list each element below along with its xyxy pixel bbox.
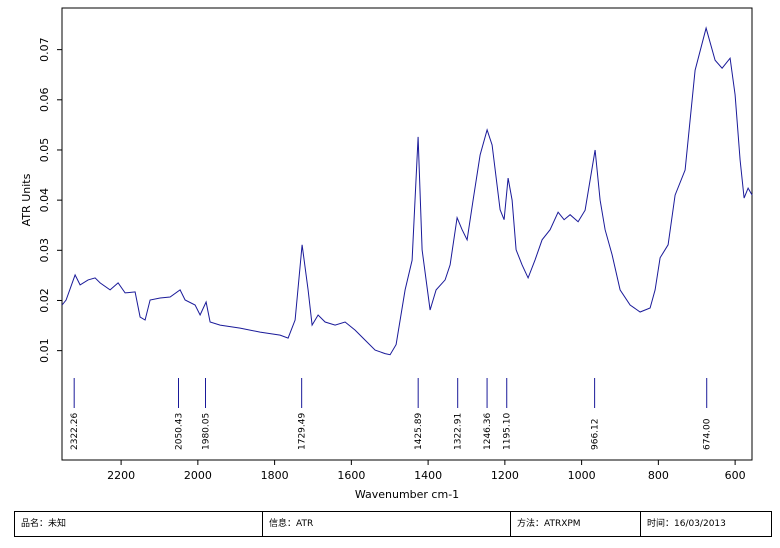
y-tick-label: 0.04 bbox=[38, 188, 51, 213]
peak-label: 1980.05 bbox=[202, 413, 212, 450]
x-tick-label: 1000 bbox=[568, 469, 596, 482]
footer-cell: 方法：ATRXPM bbox=[511, 512, 641, 536]
y-tick-label: 0.01 bbox=[38, 338, 51, 363]
x-tick-label: 1800 bbox=[261, 469, 289, 482]
x-tick-label: 1600 bbox=[337, 469, 365, 482]
peak-label: 966.12 bbox=[591, 419, 601, 451]
x-tick-label: 1400 bbox=[414, 469, 442, 482]
x-tick-label: 600 bbox=[725, 469, 746, 482]
x-tick-label: 2000 bbox=[184, 469, 212, 482]
footer: 品名：未知 信息：ATR 方法：ATRXPM 时间：16/03/2013 bbox=[14, 511, 772, 537]
peak-label: 2050.43 bbox=[174, 413, 184, 450]
y-tick-label: 0.02 bbox=[38, 288, 51, 313]
x-tick-label: 800 bbox=[648, 469, 669, 482]
footer-cell: 品名：未知 bbox=[15, 512, 263, 536]
y-tick-label: 0.06 bbox=[38, 88, 51, 113]
y-tick-label: 0.03 bbox=[38, 238, 51, 263]
peak-label: 1195.10 bbox=[503, 413, 513, 450]
peak-label: 1246.36 bbox=[483, 413, 493, 450]
peak-label: 1729.49 bbox=[298, 413, 308, 450]
y-tick-label: 0.05 bbox=[38, 138, 51, 163]
y-tick-label: 0.07 bbox=[38, 37, 51, 62]
plot-frame bbox=[61, 7, 753, 461]
peak-label: 674.00 bbox=[703, 418, 713, 450]
x-tick-label: 1200 bbox=[491, 469, 519, 482]
footer-cell: 信息：ATR bbox=[263, 512, 511, 536]
y-axis-label: ATR Units bbox=[20, 173, 33, 226]
chart: Wavenumber cm-1 ATR Units 2200 2000 1800 16… bbox=[20, 7, 753, 501]
peak-label: 1322.91 bbox=[454, 413, 464, 450]
x-axis-label: Wavenumber cm-1 bbox=[355, 488, 459, 501]
spectrum-line bbox=[61, 26, 753, 356]
x-tick-label: 2200 bbox=[107, 469, 135, 482]
peak-label: 2322.26 bbox=[70, 413, 80, 450]
peak-label: 1425.89 bbox=[414, 413, 424, 450]
footer-cell: 时间：16/03/2013 bbox=[647, 519, 726, 529]
